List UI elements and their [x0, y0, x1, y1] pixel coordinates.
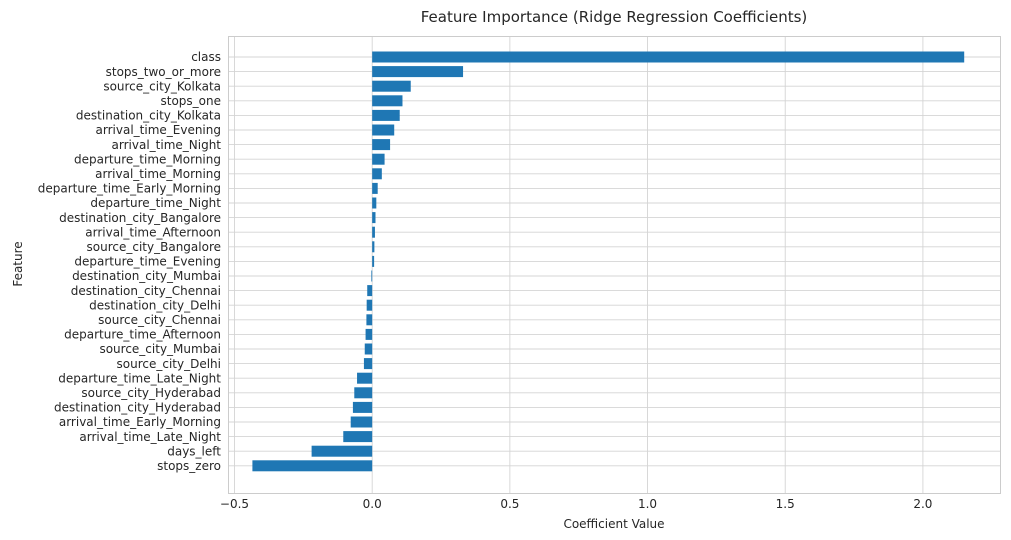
bar	[372, 80, 411, 92]
x-tick-label: −0.5	[220, 497, 249, 511]
y-tick-label: departure_time_Morning	[74, 152, 221, 166]
x-tick-label: 0.5	[500, 497, 519, 511]
y-tick-label: destination_city_Hyderabad	[54, 401, 221, 415]
y-tick-label: source_city_Kolkata	[103, 79, 221, 93]
bar	[372, 109, 400, 121]
bar	[372, 124, 395, 136]
y-tick-label: class	[191, 50, 221, 64]
y-tick-label: destination_city_Mumbai	[72, 269, 221, 283]
y-axis-label: Feature	[11, 241, 25, 286]
bar	[372, 66, 464, 78]
bar	[363, 358, 373, 370]
y-tick-labels: classstops_two_or_moresource_city_Kolkat…	[38, 50, 222, 473]
bar	[364, 343, 373, 355]
x-tick-label: 0.0	[363, 497, 382, 511]
x-tick-label: 2.0	[913, 497, 932, 511]
y-tick-label: arrival_time_Late_Night	[79, 430, 221, 444]
bar	[371, 270, 373, 282]
bar	[372, 139, 391, 151]
x-axis-label: Coefficient Value	[563, 517, 664, 531]
bar	[252, 460, 373, 472]
y-tick-label: days_left	[167, 444, 221, 458]
bar	[372, 51, 965, 63]
bar	[372, 212, 376, 224]
bar	[352, 401, 373, 413]
y-tick-label: arrival_time_Night	[112, 138, 222, 152]
bars	[252, 51, 965, 472]
bar	[350, 416, 373, 428]
bar	[365, 328, 373, 340]
y-tick-label: destination_city_Bangalore	[59, 211, 221, 225]
y-tick-label: arrival_time_Evening	[96, 123, 221, 137]
bar	[372, 226, 375, 238]
y-tick-label: source_city_Delhi	[117, 357, 221, 371]
y-tick-label: destination_city_Delhi	[89, 298, 221, 312]
bar	[372, 255, 375, 267]
y-tick-label: departure_time_Late_Night	[58, 371, 221, 385]
x-tick-labels: −0.5 0.0 0.5 1.0 1.5 2.0	[220, 497, 933, 511]
bar	[367, 285, 373, 297]
y-tick-label: source_city_Hyderabad	[81, 386, 221, 400]
bar	[372, 197, 377, 209]
y-tick-label: source_city_Bangalore	[87, 240, 221, 254]
x-tick-label: 1.5	[776, 497, 795, 511]
x-tick-label: 1.0	[638, 497, 657, 511]
chart-title: Feature Importance (Ridge Regression Coe…	[421, 8, 808, 26]
bar	[372, 153, 385, 165]
bar	[354, 387, 373, 399]
y-tick-label: stops_two_or_more	[106, 65, 221, 79]
y-tick-label: source_city_Mumbai	[99, 342, 221, 356]
bar	[372, 95, 403, 107]
plot-frame	[228, 36, 1001, 494]
y-tick-label: departure_time_Night	[90, 196, 221, 210]
bar	[311, 445, 373, 457]
bar	[372, 241, 375, 253]
bar	[343, 431, 373, 443]
bar	[366, 299, 373, 311]
y-tick-label: arrival_time_Morning	[95, 167, 221, 181]
bar	[366, 314, 373, 326]
grid	[229, 37, 1000, 493]
y-tick-label: departure_time_Evening	[74, 255, 221, 269]
y-tick-label: arrival_time_Afternoon	[85, 225, 221, 239]
y-tick-label: departure_time_Afternoon	[64, 328, 221, 342]
y-tick-label: arrival_time_Early_Morning	[59, 415, 221, 429]
y-tick-label: departure_time_Early_Morning	[38, 182, 221, 196]
bar	[372, 182, 378, 194]
y-tick-label: stops_zero	[157, 459, 221, 473]
y-tick-label: stops_one	[161, 94, 222, 108]
bar	[357, 372, 373, 384]
bar	[372, 168, 382, 180]
y-tick-label: destination_city_Chennai	[71, 284, 221, 298]
y-tick-label: destination_city_Kolkata	[76, 109, 221, 123]
y-tick-label: source_city_Chennai	[98, 313, 221, 327]
